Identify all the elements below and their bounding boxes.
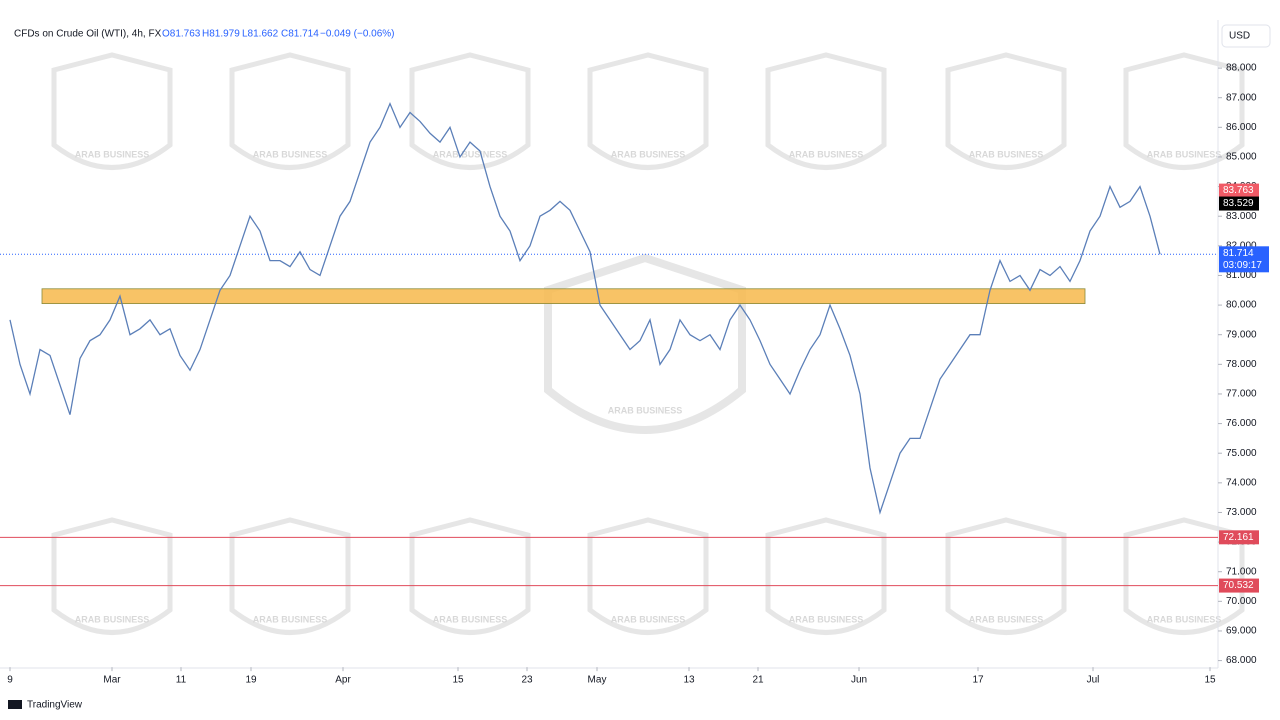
last-price-label: 81.714 xyxy=(1223,248,1254,259)
watermark-text: ARAB BUSINESS xyxy=(969,149,1044,159)
watermark-text: ARAB BUSINESS xyxy=(608,405,683,415)
watermark-text: ARAB BUSINESS xyxy=(789,614,864,624)
watermark-shield xyxy=(587,52,709,170)
y-tick-label: 83.000 xyxy=(1226,211,1257,222)
y-tick-label: 71.000 xyxy=(1226,566,1257,577)
brand-logo xyxy=(8,700,22,709)
high: H81.979 xyxy=(202,29,240,40)
y-tick-label: 82.000 xyxy=(1226,240,1257,251)
watermark-text: ARAB BUSINESS xyxy=(1147,614,1222,624)
y-tick-label: 78.000 xyxy=(1226,359,1257,370)
watermark-text: ARAB BUSINESS xyxy=(1147,149,1222,159)
currency[interactable]: USD xyxy=(1229,31,1250,42)
level-tag xyxy=(1219,530,1259,545)
x-tick-label: 13 xyxy=(683,675,695,686)
y-tick-label: 86.000 xyxy=(1226,122,1257,133)
brand: TradingView xyxy=(27,700,83,711)
y-tick-label: 68.000 xyxy=(1226,655,1257,666)
y-tick-label: 76.000 xyxy=(1226,418,1257,429)
watermark-shield xyxy=(765,517,887,635)
x-tick-label: 23 xyxy=(521,675,533,686)
x-tick-label: 21 xyxy=(752,675,764,686)
price-tag-label: 83.763 xyxy=(1223,185,1254,196)
y-tick-label: 69.000 xyxy=(1226,626,1257,637)
watermark-shield xyxy=(229,52,351,170)
x-tick-label: Apr xyxy=(335,675,351,686)
watermark-text: ARAB BUSINESS xyxy=(433,614,508,624)
level-label: 72.161 xyxy=(1223,532,1254,543)
watermark-shield xyxy=(51,517,173,635)
x-tick-label: 19 xyxy=(245,675,257,686)
x-tick-label: 11 xyxy=(176,675,187,686)
last-price-tag xyxy=(1219,246,1269,273)
close: C81.714 xyxy=(281,29,319,40)
level-label: 70.532 xyxy=(1223,580,1254,591)
watermark-shield xyxy=(1123,517,1245,635)
watermark-text: ARAB BUSINESS xyxy=(253,149,328,159)
price-line xyxy=(9,101,1161,515)
watermarks: ARAB BUSINESS ARAB BUSINESS ARAB BUSINESS A… xyxy=(51,52,1245,635)
y-tick-label: 75.000 xyxy=(1226,448,1257,459)
watermark-shield xyxy=(51,52,173,170)
watermark-text: ARAB BUSINESS xyxy=(969,614,1044,624)
change: −0.049 (−0.06%) xyxy=(320,29,395,40)
x-tick-label: 15 xyxy=(1204,675,1216,686)
y-tick-label: 80.000 xyxy=(1226,300,1257,311)
y-tick-label: 77.000 xyxy=(1226,389,1257,400)
price-tag xyxy=(1219,183,1259,198)
watermark-shield xyxy=(409,52,531,170)
support-zone xyxy=(41,288,1086,305)
x-tick-label: Mar xyxy=(103,675,121,686)
x-tick-label: 9 xyxy=(7,675,13,686)
low: L81.662 xyxy=(242,29,279,40)
y-tick-label: 87.000 xyxy=(1226,92,1257,103)
y-tick-label: 73.000 xyxy=(1226,507,1257,518)
y-tick-label: 85.000 xyxy=(1226,152,1257,163)
watermark-shield xyxy=(587,517,709,635)
symbol: CFDs on Crude Oil (WTI), 4h, FX xyxy=(14,29,162,40)
price-tag-label: 83.529 xyxy=(1223,198,1254,209)
watermark-text: ARAB BUSINESS xyxy=(611,149,686,159)
y-tick-label: 81.000 xyxy=(1226,270,1257,281)
y-tick-label: 79.000 xyxy=(1226,329,1257,340)
watermark-text: ARAB BUSINESS xyxy=(611,614,686,624)
open: O81.763 xyxy=(162,29,201,40)
watermark-shield xyxy=(945,52,1067,170)
watermark-text: ARAB BUSINESS xyxy=(253,614,328,624)
watermark-shield xyxy=(229,517,351,635)
watermark-shield xyxy=(409,517,531,635)
y-tick-label: 74.000 xyxy=(1226,477,1257,488)
watermark-shield xyxy=(945,517,1067,635)
x-tick-label: 15 xyxy=(452,675,464,686)
x-tick-label: May xyxy=(588,675,607,686)
currency-button[interactable] xyxy=(1221,24,1271,48)
y-tick-label: 70.000 xyxy=(1226,596,1257,607)
watermark-shield xyxy=(765,52,887,170)
level-tag xyxy=(1219,578,1259,593)
x-tick-label: 17 xyxy=(972,675,984,686)
countdown: 03:09:17 xyxy=(1223,260,1262,271)
watermark-text: ARAB BUSINESS xyxy=(789,149,864,159)
x-tick-label: Jun xyxy=(851,675,867,686)
watermark-shield xyxy=(544,253,746,434)
price-tag xyxy=(1219,196,1259,211)
watermark-text: ARAB BUSINESS xyxy=(75,614,150,624)
y-tick-label: 88.000 xyxy=(1226,63,1257,74)
watermark-shield xyxy=(1123,52,1245,170)
x-tick-label: Jul xyxy=(1087,675,1100,686)
watermark-text: ARAB BUSINESS xyxy=(433,149,508,159)
watermark-text: ARAB BUSINESS xyxy=(75,149,150,159)
